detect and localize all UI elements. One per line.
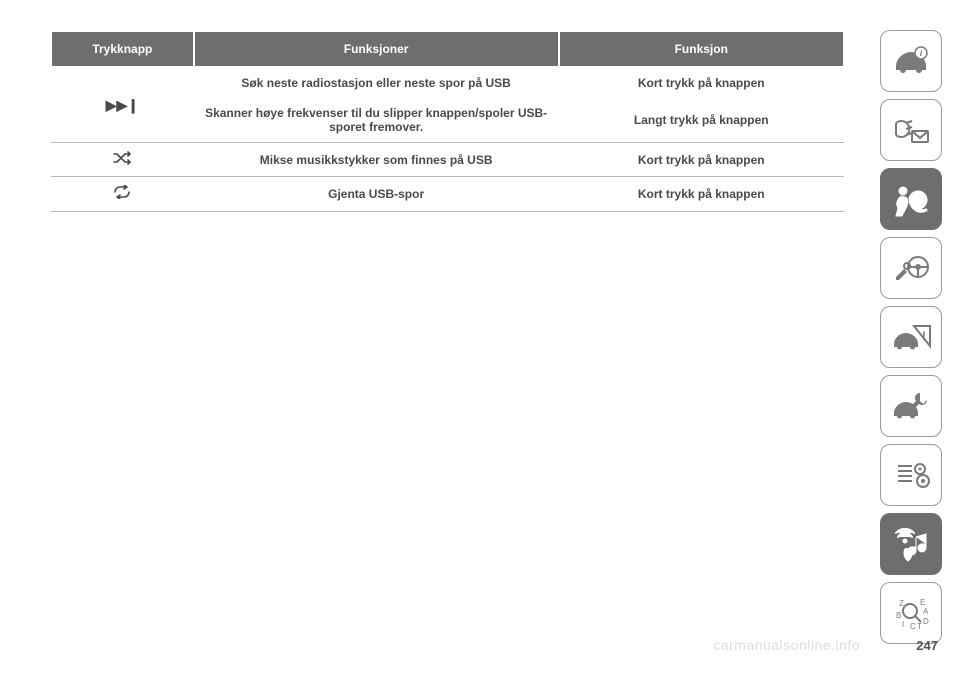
table-header-row: Trykknapp Funksjoner Funksjon (51, 31, 844, 67)
cell-funksjoner: Skanner høye frekvenser til du slipper k… (194, 98, 559, 143)
table-row: Gjenta USB-spor Kort trykk på knappen (51, 177, 844, 212)
cell-funksjoner: Mikse musikkstykker som finnes på USB (194, 143, 559, 177)
col-header-funksjoner: Funksjoner (194, 31, 559, 67)
svg-text:A: A (923, 607, 929, 616)
next-track-icon: ▶▶❙ (106, 97, 139, 113)
cell-funksjoner: Gjenta USB-spor (194, 177, 559, 212)
svg-text:Z: Z (899, 599, 904, 608)
cell-funksjoner: Søk neste radiostasjon eller neste spor … (194, 67, 559, 98)
svg-text:B: B (896, 611, 901, 620)
settings-gears-icon[interactable] (880, 444, 942, 506)
index-search-icon[interactable]: Z E A D B I C T (880, 582, 942, 644)
key-steering-icon[interactable] (880, 237, 942, 299)
svg-text:E: E (920, 598, 925, 607)
service-wrench-icon[interactable] (880, 375, 942, 437)
page: Trykknapp Funksjoner Funksjon ▶▶❙ Søk ne… (0, 0, 960, 678)
col-header-funksjon: Funksjon (559, 31, 845, 67)
lights-messages-icon[interactable] (880, 99, 942, 161)
cell-funksjon: Kort trykk på knappen (559, 143, 845, 177)
svg-text:I: I (902, 620, 904, 629)
button-icon-shuffle (51, 143, 194, 177)
cell-funksjon: Kort trykk på knappen (559, 67, 845, 98)
sidebar: i (880, 30, 942, 644)
page-number: 247 (916, 638, 938, 653)
vehicle-info-icon[interactable]: i (880, 30, 942, 92)
media-nav-icon[interactable] (880, 513, 942, 575)
svg-text:!: ! (922, 329, 926, 343)
safety-airbag-icon[interactable] (880, 168, 942, 230)
table-row: Mikse musikkstykker som finnes på USB Ko… (51, 143, 844, 177)
controls-table: Trykknapp Funksjoner Funksjon ▶▶❙ Søk ne… (50, 30, 845, 212)
col-header-trykknapp: Trykknapp (51, 31, 194, 67)
button-icon-loop (51, 177, 194, 212)
shuffle-icon (113, 152, 131, 168)
svg-text:T: T (917, 622, 922, 631)
button-icon-next-track: ▶▶❙ (51, 67, 194, 143)
svg-text:D: D (923, 617, 929, 626)
svg-text:C: C (910, 622, 916, 631)
loop-icon (111, 185, 133, 203)
content-area: Trykknapp Funksjoner Funksjon ▶▶❙ Søk ne… (50, 30, 845, 212)
cell-funksjon: Langt trykk på knappen (559, 98, 845, 143)
cell-funksjon: Kort trykk på knappen (559, 177, 845, 212)
table-row: ▶▶❙ Søk neste radiostasjon eller neste s… (51, 67, 844, 98)
collision-warning-icon[interactable]: ! (880, 306, 942, 368)
watermark: carmanualsonline.info (50, 637, 860, 653)
